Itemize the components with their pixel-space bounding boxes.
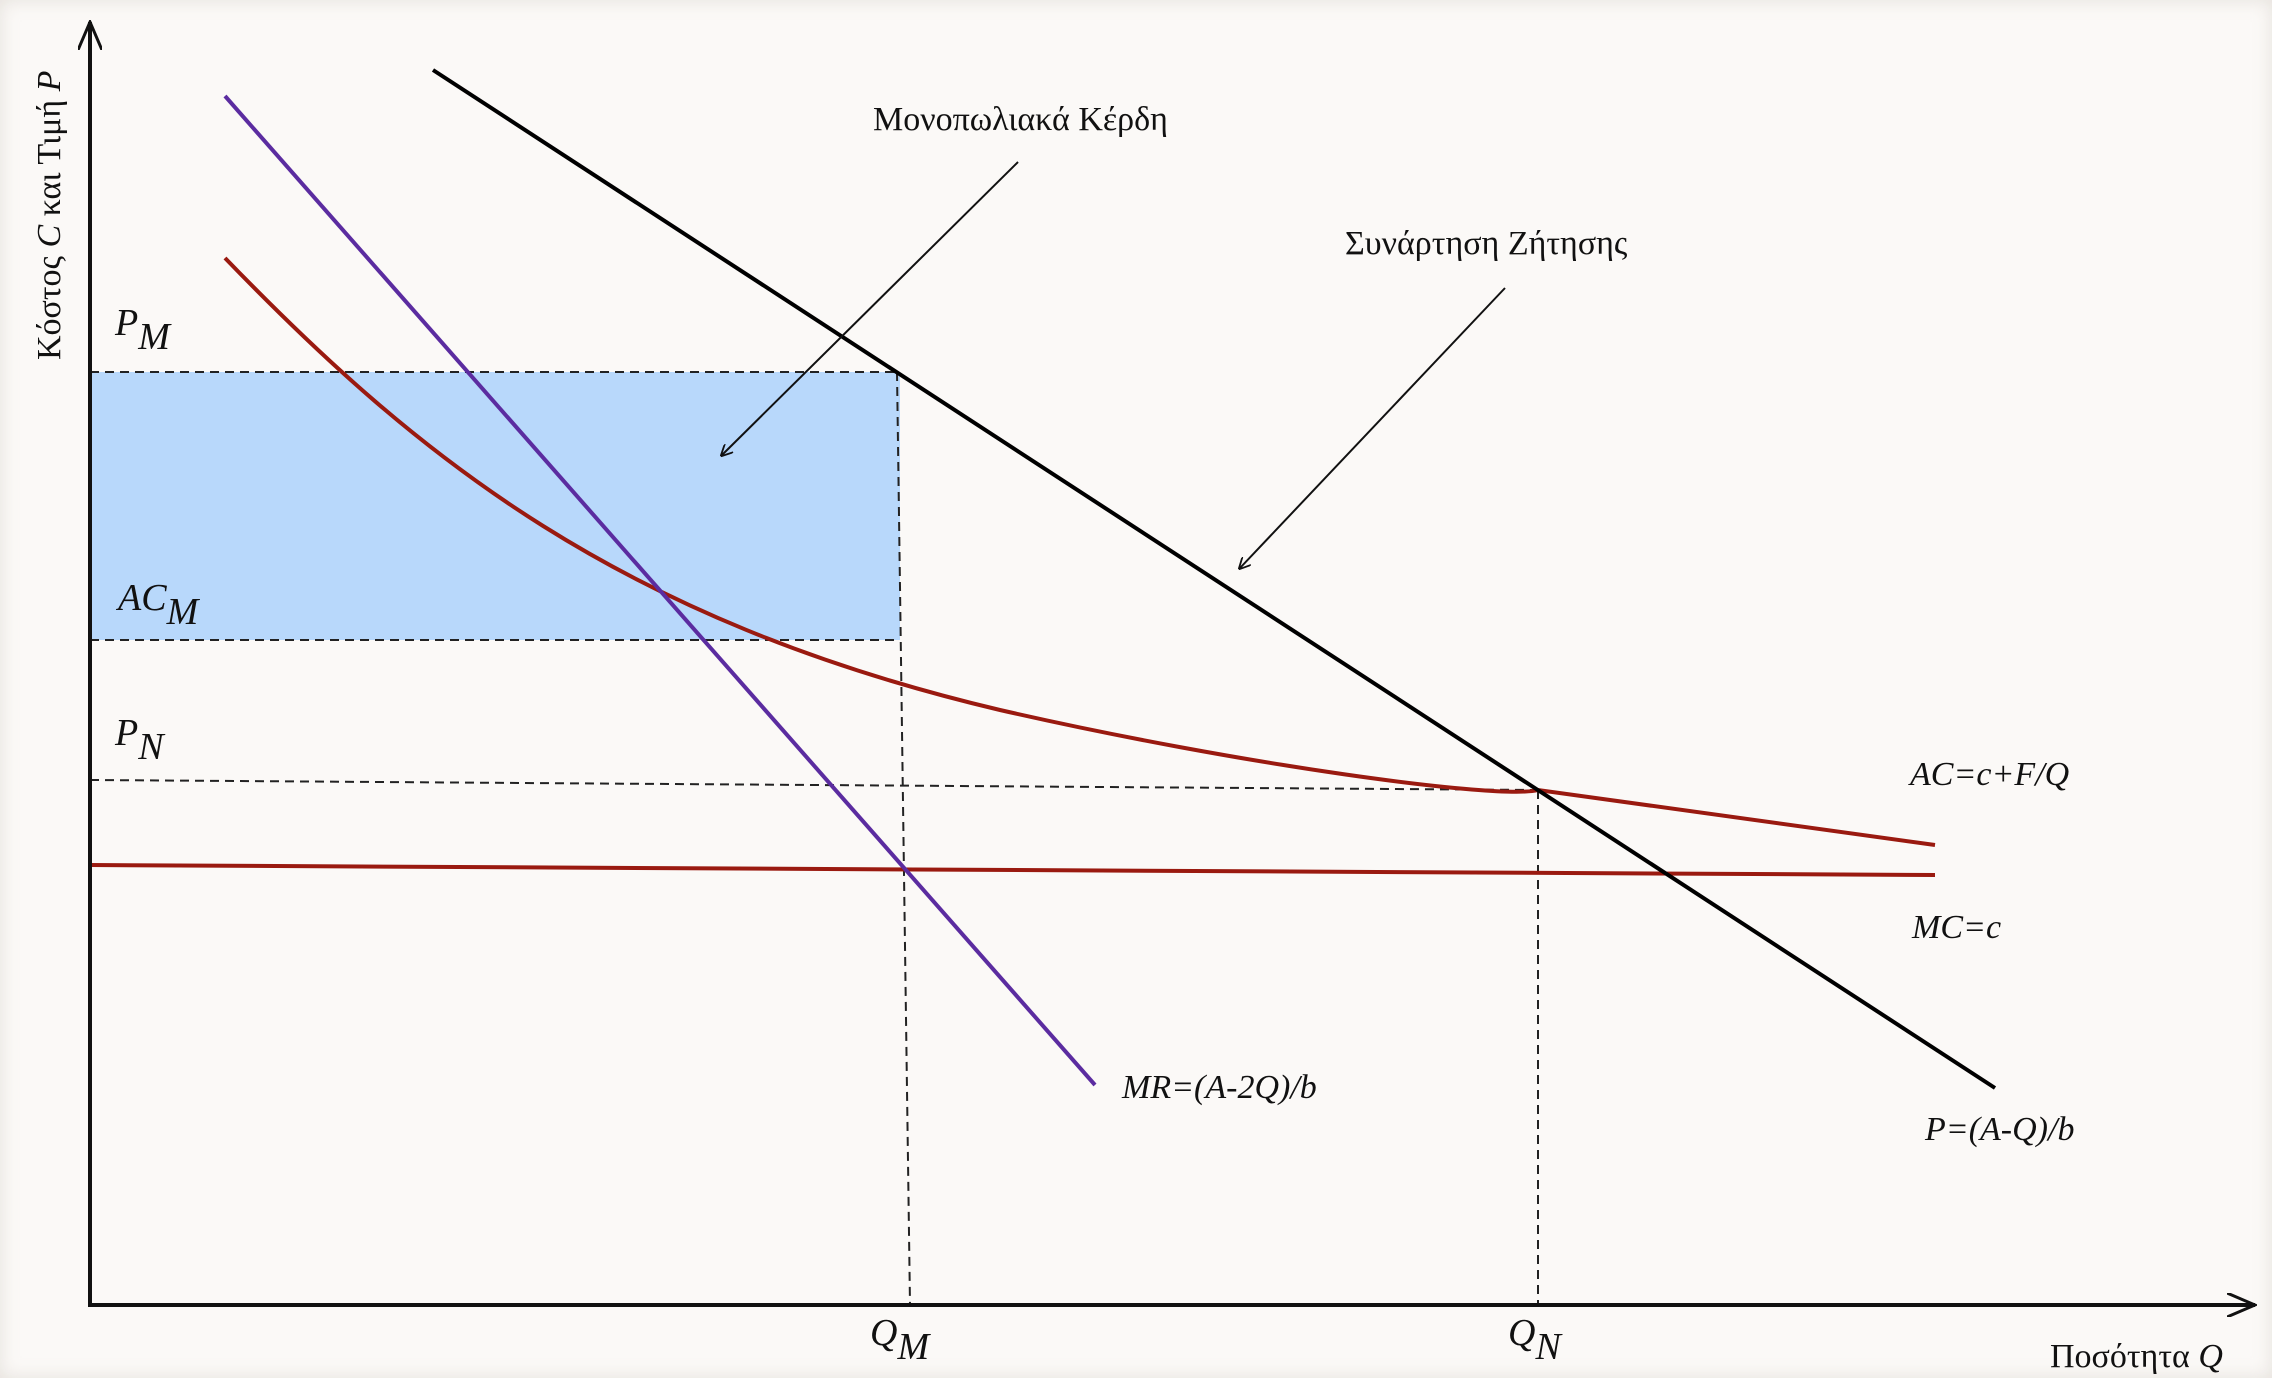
acm-label: ACM	[115, 577, 201, 633]
mc-curve-label: MC=c	[1911, 909, 2001, 946]
mr-curve-label: MR=(A-2Q)/b	[1121, 1069, 1317, 1106]
qn-label: QN	[1508, 1312, 1563, 1368]
ac-curve-label: AC=c+F/Q	[1908, 756, 2069, 793]
demand-curve-label: P=(A-Q)/b	[1924, 1111, 2074, 1148]
qm-guide-line	[896, 371, 911, 1306]
monopoly-profits-arrow	[722, 161, 1019, 455]
x-axis-title: Ποσότητα Q	[2050, 1338, 2223, 1375]
monopoly-profit-area	[90, 372, 900, 640]
ac-curve	[223, 256, 1936, 847]
pn-guide-line	[89, 779, 1539, 791]
demand-curve	[431, 68, 1997, 1090]
demand-function-arrow	[1240, 287, 1506, 568]
qm-label: QM	[870, 1312, 931, 1368]
pm-label: PM	[114, 302, 172, 358]
monopoly-profits-label: Μονοπωλιακά Κέρδη	[873, 101, 1168, 138]
demand-function-label: Συνάρτηση Ζήτησης	[1345, 225, 1628, 262]
y-axis-title: Κόστος C και Τιμή P	[31, 71, 68, 360]
guide-lines	[89, 371, 1539, 1306]
mc-curve	[89, 863, 1936, 877]
pn-label: PN	[114, 712, 166, 768]
mr-curve	[223, 94, 1097, 1087]
